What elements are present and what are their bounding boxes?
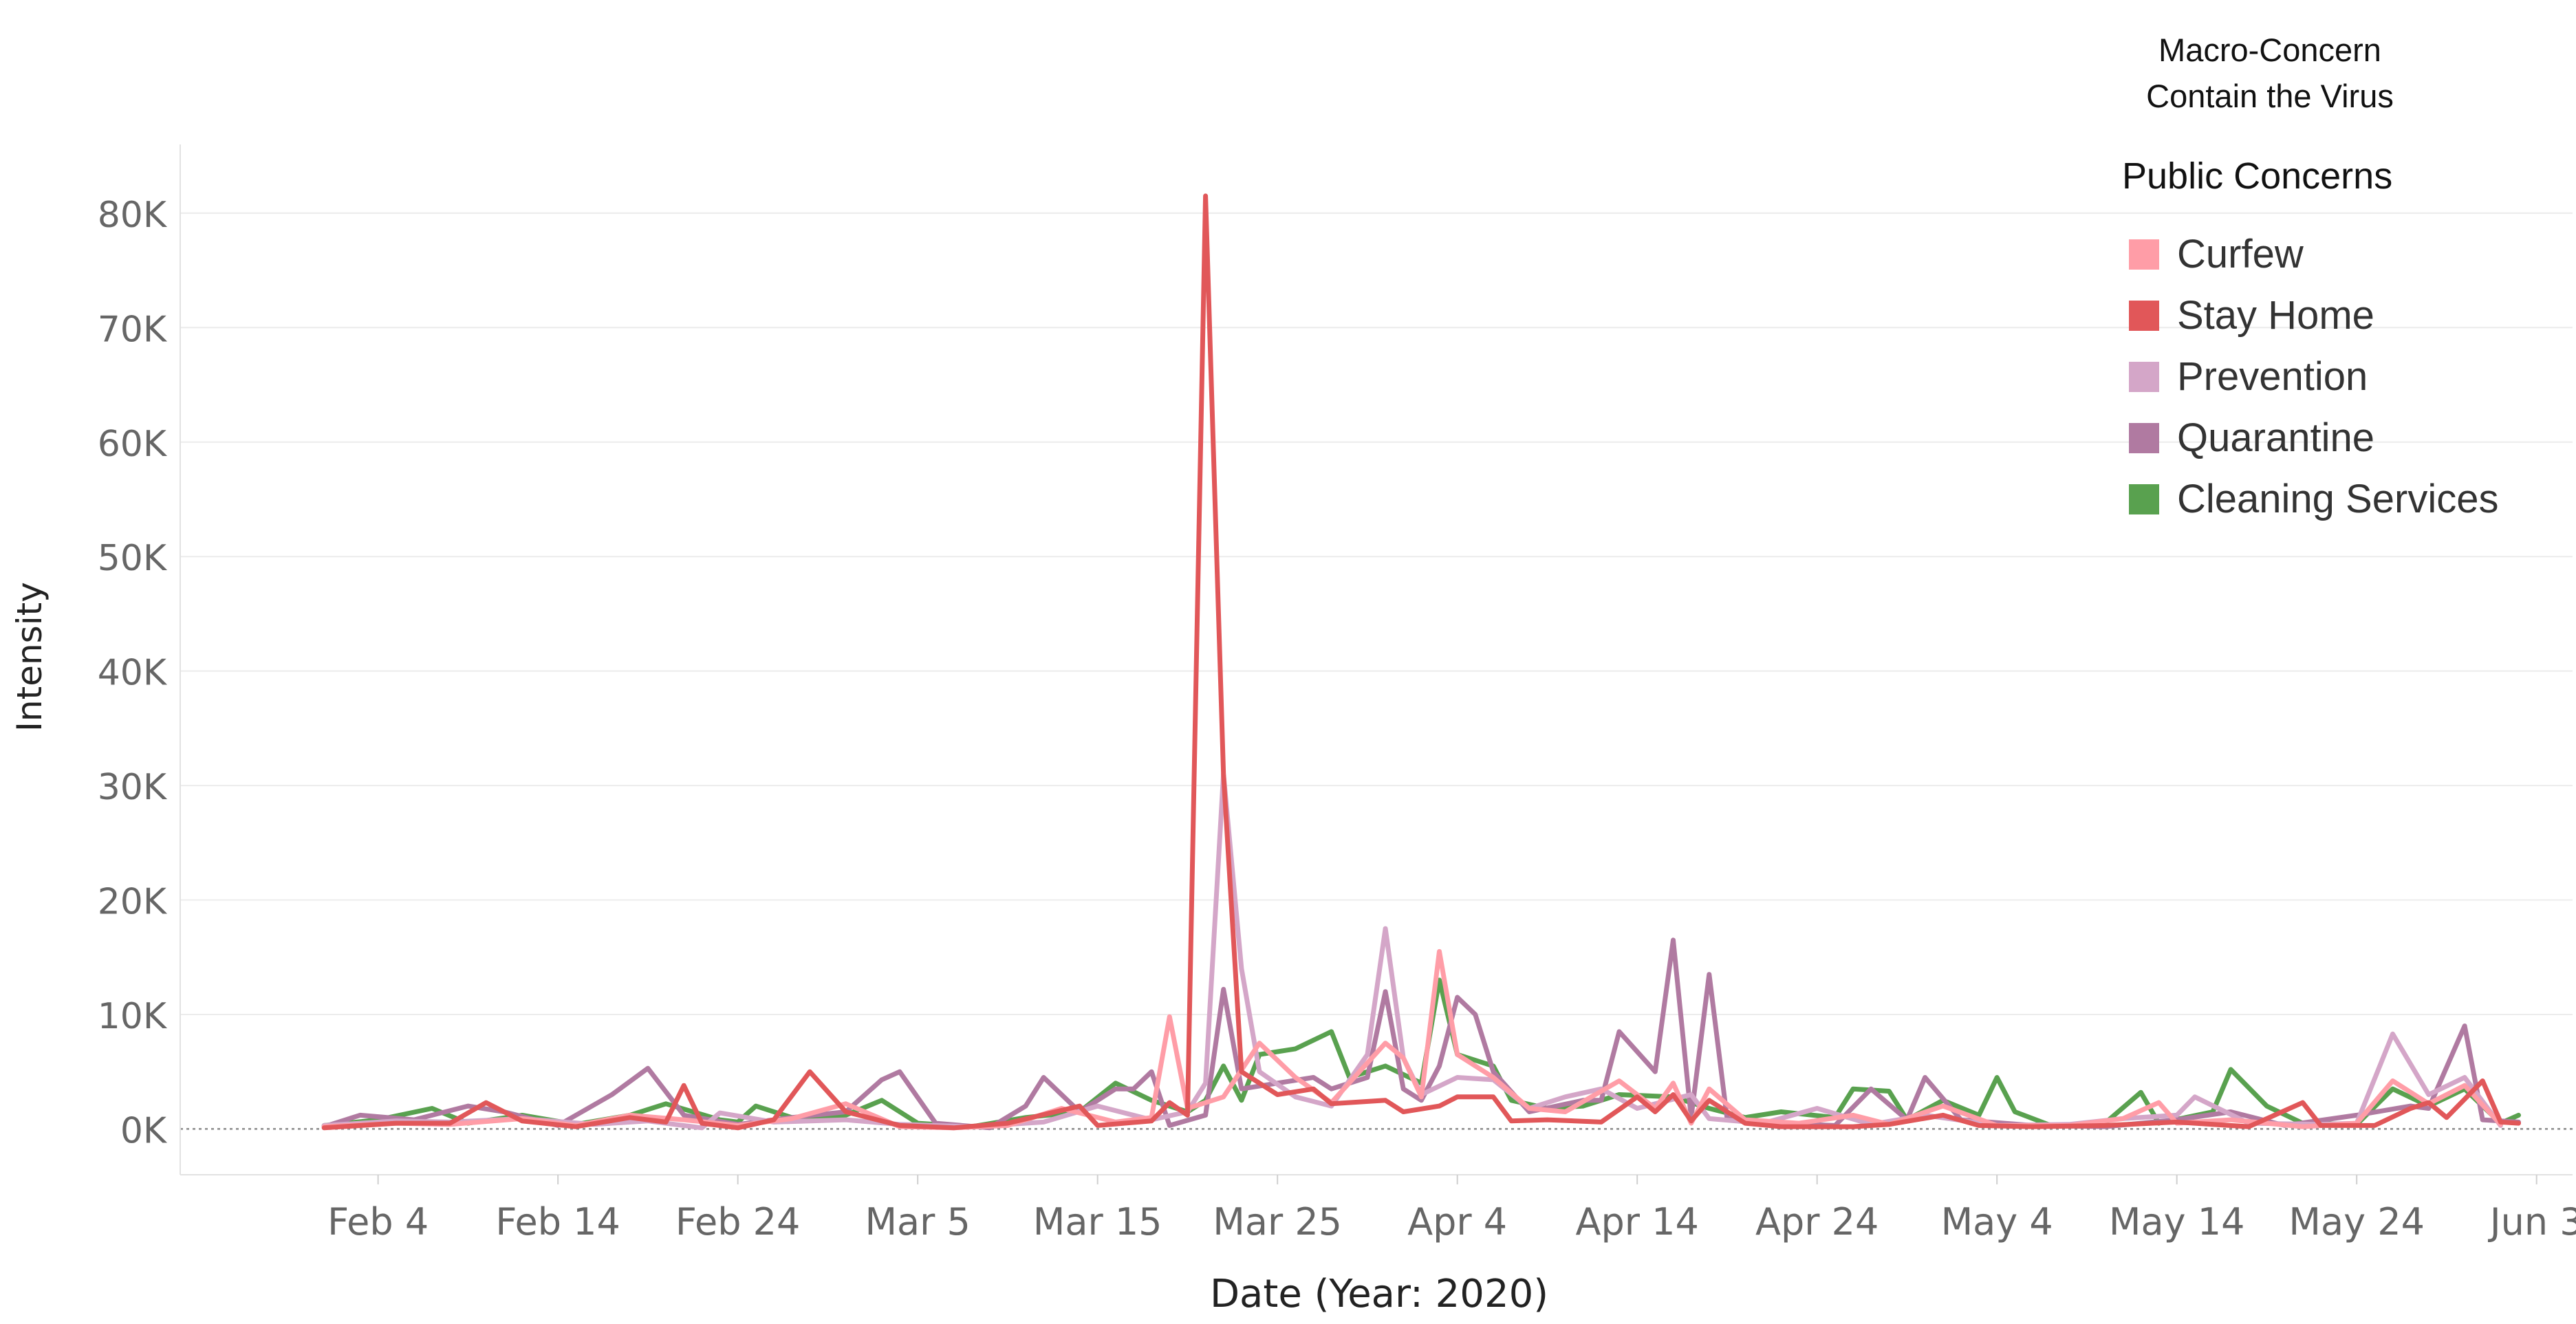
x-tick-label: Feb 4 xyxy=(327,1200,429,1244)
y-tick-label: 30K xyxy=(98,767,168,808)
y-tick-label: 70K xyxy=(98,309,168,350)
x-tick-label: Apr 4 xyxy=(1407,1200,1507,1244)
x-tick-label: May 24 xyxy=(2288,1200,2425,1244)
legend-swatch xyxy=(2129,361,2159,392)
legend-item-quarantine[interactable]: Quarantine xyxy=(2129,407,2498,468)
legend-item-curfew[interactable]: Curfew xyxy=(2129,224,2498,285)
legend-item-cleaning-services[interactable]: Cleaning Services xyxy=(2129,468,2498,530)
x-tick-label: May 4 xyxy=(1941,1200,2053,1244)
x-tick-label: Mar 5 xyxy=(865,1200,970,1244)
legend-swatch xyxy=(2129,484,2159,514)
y-tick-label: 50K xyxy=(98,538,168,579)
legend-title: Public Concerns xyxy=(2122,155,2393,197)
legend-label: Curfew xyxy=(2177,232,2304,276)
y-tick-label: 0K xyxy=(120,1110,168,1151)
legend-label: Prevention xyxy=(2177,354,2368,399)
legend-swatch xyxy=(2129,422,2159,453)
x-tick-label: Jun 3 xyxy=(2488,1200,2576,1244)
x-tick-label: Mar 25 xyxy=(1213,1200,1342,1244)
series-line-curfew xyxy=(321,948,2503,1131)
legend-label: Stay Home xyxy=(2177,293,2374,338)
y-axis-title: Intensity xyxy=(10,582,50,732)
x-tick-label: Apr 14 xyxy=(1576,1200,1699,1244)
chart-title: Macro-Concern xyxy=(2158,32,2381,68)
x-tick-label: Mar 15 xyxy=(1033,1200,1162,1244)
legend-label: Quarantine xyxy=(2177,415,2374,460)
series-lines xyxy=(321,193,2521,1131)
x-axis-title: Date (Year: 2020) xyxy=(1210,1272,1548,1316)
gridlines xyxy=(180,212,2573,1130)
chart-subtitle: Contain the Virus xyxy=(2146,78,2394,114)
legend-swatch xyxy=(2129,300,2159,331)
y-tick-label: 20K xyxy=(98,882,168,923)
x-tick-label: Feb 24 xyxy=(675,1200,801,1244)
legend-swatch xyxy=(2129,239,2159,270)
series-line-stay-home xyxy=(321,193,2521,1131)
legend: Curfew Stay Home Prevention Quarantine C… xyxy=(2129,224,2498,530)
y-tick-label: 10K xyxy=(98,996,168,1037)
y-tick-label: 40K xyxy=(98,653,168,694)
y-tick-label: 60K xyxy=(98,424,168,465)
legend-item-stay-home[interactable]: Stay Home xyxy=(2129,285,2498,346)
x-tick-label: May 14 xyxy=(2109,1200,2245,1244)
legend-label: Cleaning Services xyxy=(2177,477,2499,521)
x-tick-label: Apr 24 xyxy=(1755,1200,1879,1244)
x-tick-label: Feb 14 xyxy=(495,1200,620,1244)
legend-item-prevention[interactable]: Prevention xyxy=(2129,346,2498,407)
y-tick-label: 80K xyxy=(98,195,168,236)
axes: 0K 10K 20K 30K 40K 50K 60K 70K 80K Feb 4 Feb 14 Feb… xyxy=(98,144,2576,1244)
